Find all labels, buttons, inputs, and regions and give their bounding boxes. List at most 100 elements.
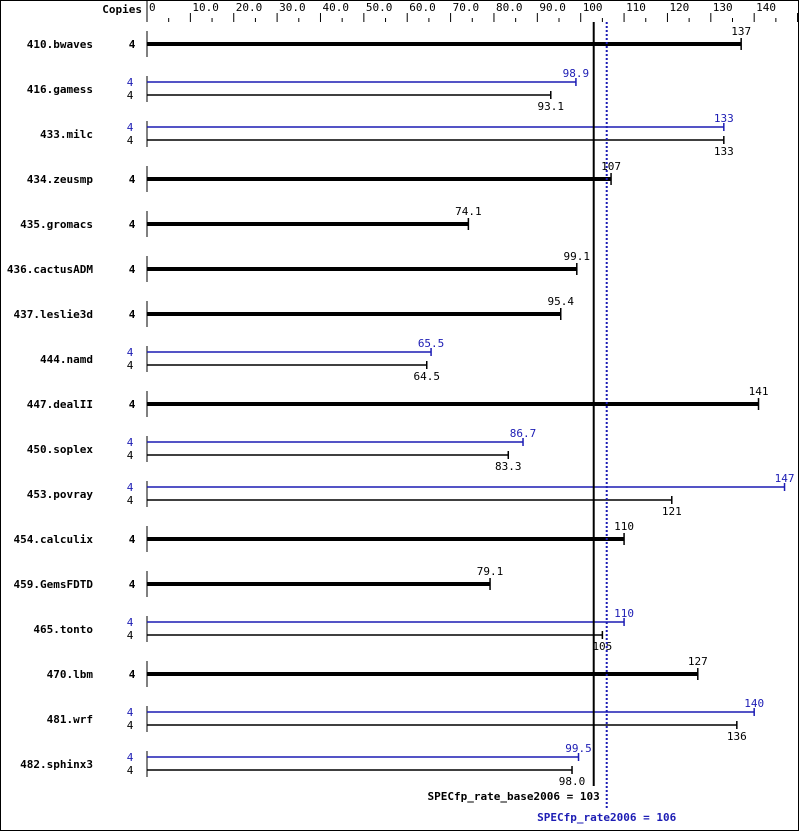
base-copies: 4 xyxy=(127,494,134,507)
benchmark-name: 444.namd xyxy=(40,353,93,366)
base-value-label: 83.3 xyxy=(495,460,522,473)
peak-value-label: 110 xyxy=(614,607,634,620)
copies-value: 4 xyxy=(129,263,136,276)
benchmark-name: 454.calculix xyxy=(14,533,94,546)
benchmark-row: 444.namd 44 65.5 64.5 xyxy=(40,337,444,383)
benchmark-name: 482.sphinx3 xyxy=(20,758,93,771)
tick-label: 100 xyxy=(583,1,603,14)
tick-label: 40.0 xyxy=(322,1,349,14)
summary-lines: SPECfp_rate_base2006 = 103 SPECfp_rate200… xyxy=(428,22,677,824)
copies-header: Copies xyxy=(102,3,142,16)
benchmark-row: 435.gromacs 4 74.1 xyxy=(20,205,482,237)
base-value-label: 121 xyxy=(662,505,682,518)
benchmark-name: 416.gamess xyxy=(27,83,93,96)
benchmark-row: 481.wrf 44 140 136 xyxy=(47,697,764,743)
benchmark-name: 481.wrf xyxy=(47,713,93,726)
base-copies: 4 xyxy=(127,764,134,777)
peak-value-label: 147 xyxy=(775,472,795,485)
base-value-label: 74.1 xyxy=(455,205,482,218)
copies-value: 4 xyxy=(129,398,136,411)
base-copies: 4 xyxy=(127,449,134,462)
base-value-label: 105 xyxy=(592,640,612,653)
tick-label: 120 xyxy=(669,1,689,14)
benchmark-name: 459.GemsFDTD xyxy=(14,578,94,591)
benchmark-row: 459.GemsFDTD 4 79.1 xyxy=(14,565,504,597)
peak-copies: 4 xyxy=(127,481,134,494)
base-value-label: 64.5 xyxy=(413,370,440,383)
benchmark-name: 437.leslie3d xyxy=(14,308,93,321)
benchmark-row: 437.leslie3d 4 95.4 xyxy=(14,295,574,327)
benchmark-name: 470.lbm xyxy=(47,668,94,681)
peak-copies: 4 xyxy=(127,436,134,449)
peak-value-label: 140 xyxy=(744,697,764,710)
copies-value: 4 xyxy=(129,308,136,321)
benchmark-name: 433.milc xyxy=(40,128,93,141)
base-value-label: 127 xyxy=(688,655,708,668)
benchmark-name: 435.gromacs xyxy=(20,218,93,231)
benchmark-name: 436.cactusADM xyxy=(7,263,93,276)
benchmark-row: 410.bwaves 4 137 xyxy=(27,25,751,57)
peak-value-label: 98.9 xyxy=(563,67,590,80)
base-value-label: 98.0 xyxy=(559,775,586,788)
benchmark-row: 454.calculix 4 110 xyxy=(14,520,634,552)
tick-label: 90.0 xyxy=(539,1,566,14)
copies-value: 4 xyxy=(129,533,136,546)
base-value-label: 99.1 xyxy=(564,250,591,263)
copies-value: 4 xyxy=(129,578,136,591)
tick-label: 50.0 xyxy=(366,1,393,14)
base-value-label: 79.1 xyxy=(477,565,504,578)
benchmark-name: 453.povray xyxy=(27,488,94,501)
base-summary-label: SPECfp_rate_base2006 = 103 xyxy=(428,790,600,803)
tick-label: 140 xyxy=(756,1,776,14)
benchmark-name: 447.dealII xyxy=(27,398,93,411)
tick-label: 0 xyxy=(149,1,156,14)
peak-copies: 4 xyxy=(127,751,134,764)
tick-label: 30.0 xyxy=(279,1,306,14)
tick-label: 130 xyxy=(713,1,733,14)
peak-value-label: 133 xyxy=(714,112,734,125)
benchmark-row: 453.povray 44 147 121 xyxy=(27,472,795,518)
benchmark-row: 482.sphinx3 44 99.5 98.0 xyxy=(20,742,592,788)
tick-label: 60.0 xyxy=(409,1,436,14)
benchmark-name: 410.bwaves xyxy=(27,38,93,51)
peak-value-label: 99.5 xyxy=(565,742,592,755)
base-value-label: 133 xyxy=(714,145,734,158)
base-value-label: 141 xyxy=(749,385,769,398)
base-copies: 4 xyxy=(127,89,134,102)
benchmark-row: 416.gamess 44 98.9 93.1 xyxy=(27,67,589,113)
base-value-label: 95.4 xyxy=(547,295,574,308)
base-value-label: 137 xyxy=(731,25,751,38)
peak-copies: 4 xyxy=(127,706,134,719)
tick-label: 20.0 xyxy=(236,1,262,14)
peak-value-label: 65.5 xyxy=(418,337,445,350)
copies-value: 4 xyxy=(129,218,136,231)
base-value-label: 136 xyxy=(727,730,747,743)
copies-value: 4 xyxy=(129,173,136,186)
copies-value: 4 xyxy=(129,668,136,681)
peak-copies: 4 xyxy=(127,616,134,629)
base-copies: 4 xyxy=(127,629,134,642)
benchmark-rows: 410.bwaves 4137416.gamess4498.993.1433.mi… xyxy=(7,25,795,788)
peak-summary-label: SPECfp_rate2006 = 106 xyxy=(537,811,676,824)
benchmark-row: 447.dealII 4 141 xyxy=(27,385,769,417)
copies-value: 4 xyxy=(129,38,136,51)
benchmark-name: 465.tonto xyxy=(33,623,93,636)
peak-copies: 4 xyxy=(127,346,134,359)
benchmark-row: 433.milc 44 133 133 xyxy=(40,112,734,158)
peak-copies: 4 xyxy=(127,76,134,89)
benchmark-row: 450.soplex 44 86.7 83.3 xyxy=(27,427,537,473)
base-copies: 4 xyxy=(127,134,134,147)
base-value-label: 110 xyxy=(614,520,634,533)
peak-copies: 4 xyxy=(127,121,134,134)
base-copies: 4 xyxy=(127,719,134,732)
benchmark-name: 434.zeusmp xyxy=(27,173,94,186)
tick-label: 70.0 xyxy=(453,1,480,14)
benchmark-row: 434.zeusmp 4 107 xyxy=(27,160,621,192)
base-copies: 4 xyxy=(127,359,134,372)
benchmark-row: 436.cactusADM 4 99.1 xyxy=(7,250,590,282)
tick-label: 110 xyxy=(626,1,646,14)
tick-label: 10.0 xyxy=(192,1,219,14)
benchmark-row: 465.tonto 44 110 105 xyxy=(33,607,634,653)
